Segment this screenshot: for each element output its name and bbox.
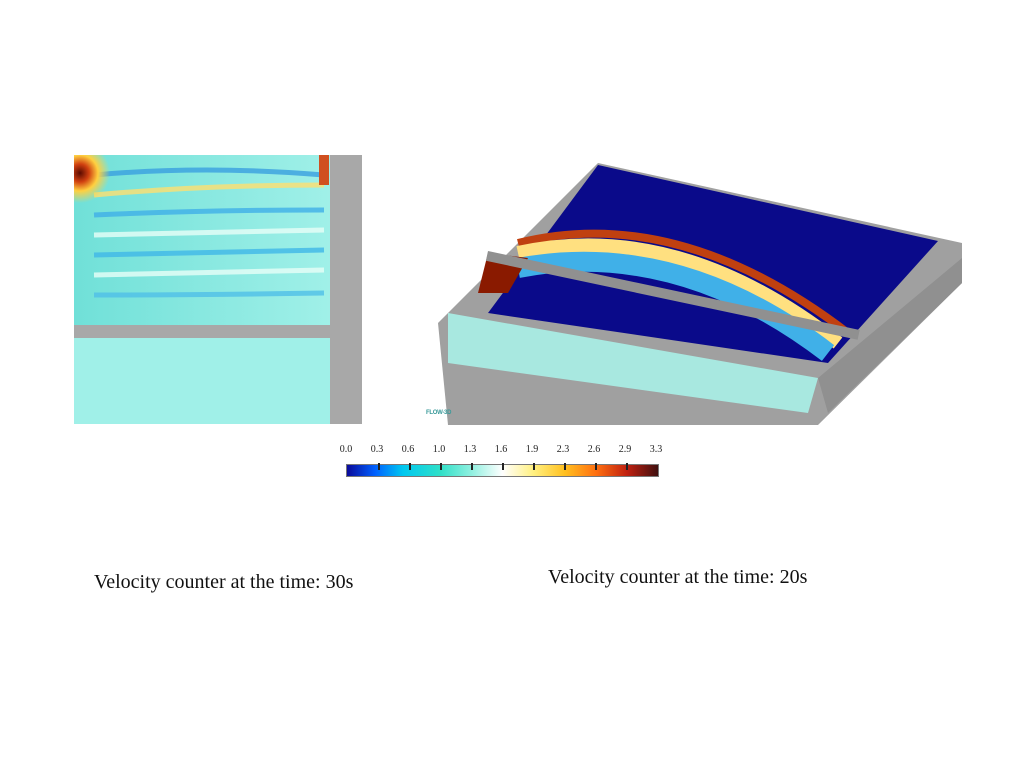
colorbar-tick — [378, 463, 380, 470]
colorbar-tick-labels: 0.0 0.3 0.6 1.0 1.3 1.6 1.9 2.3 2.6 2.9 … — [336, 444, 666, 458]
velocity-colorbar — [346, 463, 659, 477]
tick-label: 2.6 — [587, 444, 601, 455]
colorbar-tick — [595, 463, 597, 470]
colorbar-tick — [440, 463, 442, 470]
flow3d-logo: FLOW-3D — [426, 410, 452, 416]
tick-label: 0.3 — [370, 444, 384, 455]
tick-label: 3.3 — [649, 444, 663, 455]
tick-label: 1.0 — [432, 444, 446, 455]
colorbar-tick — [471, 463, 473, 470]
tick-label: 0.6 — [401, 444, 415, 455]
tick-label: 0.0 — [339, 444, 353, 455]
caption-left: Velocity counter at the time: 30s — [94, 571, 354, 593]
tick-label: 1.6 — [494, 444, 508, 455]
tick-label: 2.3 — [556, 444, 570, 455]
velocity-plot-top-view-30s — [74, 155, 362, 424]
colorbar-tick — [502, 463, 504, 470]
colorbar-tick — [533, 463, 535, 470]
caption-right: Velocity counter at the time: 20s — [548, 566, 808, 588]
tick-label: 1.9 — [525, 444, 539, 455]
colorbar-tick — [626, 463, 628, 470]
tick-label: 2.9 — [618, 444, 632, 455]
tick-label: 1.3 — [463, 444, 477, 455]
colorbar-tick — [564, 463, 566, 470]
velocity-plot-3d-view-20s — [438, 163, 962, 425]
colorbar-tick — [409, 463, 411, 470]
